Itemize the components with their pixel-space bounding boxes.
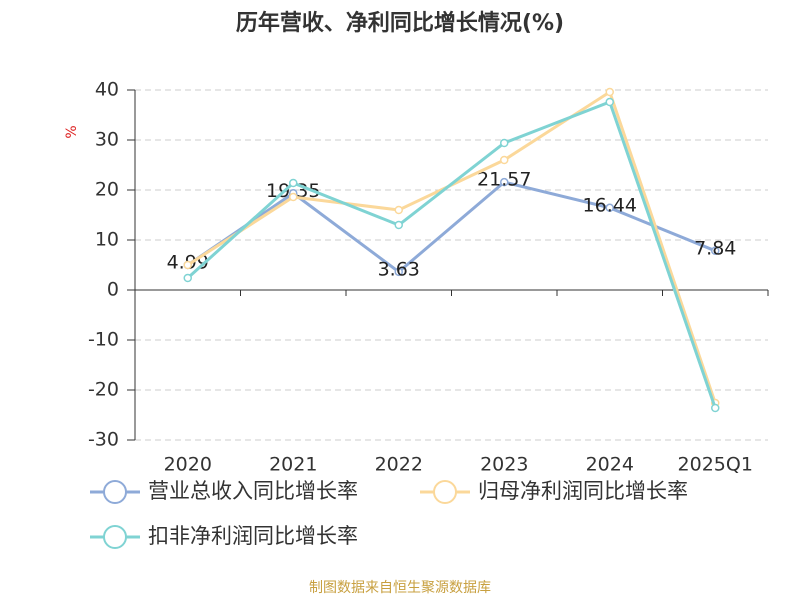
- x-tick-label: 2020: [164, 454, 212, 476]
- data-point: [394, 205, 403, 215]
- x-tick-label: 2024: [586, 454, 634, 476]
- y-tick-label: 0: [107, 279, 119, 301]
- y-tick-label: 30: [95, 129, 119, 151]
- data-point: [500, 177, 509, 187]
- legend-marker: [433, 480, 457, 504]
- data-point: [605, 203, 614, 213]
- data-label: 3.63: [378, 258, 420, 280]
- x-tick-label: 2022: [375, 454, 423, 476]
- data-point: [394, 267, 403, 277]
- y-tick-label: 10: [95, 229, 119, 251]
- series-line: [186, 100, 717, 409]
- data-label: 16.44: [583, 194, 637, 216]
- series-line: [186, 180, 716, 274]
- legend-marker: [103, 525, 127, 549]
- data-point: [500, 138, 509, 148]
- data-point: [183, 273, 192, 283]
- y-tick-label: -20: [88, 379, 119, 401]
- x-tick-label: 2025Q1: [678, 454, 753, 476]
- data-point: [711, 246, 720, 256]
- y-tick-label: 40: [95, 79, 119, 101]
- data-label: 21.57: [477, 169, 531, 191]
- series-line: [186, 89, 717, 404]
- data-point: [605, 97, 614, 107]
- legend-label: 扣非净利润同比增长率: [148, 524, 358, 548]
- data-point: [711, 403, 720, 413]
- source-note: 制图数据来自恒生聚源数据库: [309, 580, 491, 596]
- chart-title: 历年营收、净利同比增长情况(%): [236, 10, 564, 36]
- y-tick-label: -10: [88, 329, 119, 351]
- y-tick-label: 20: [95, 179, 119, 201]
- data-point: [289, 192, 298, 202]
- legend-label: 归母净利润同比增长率: [478, 479, 688, 503]
- data-point: [394, 220, 403, 230]
- data-point: [605, 87, 614, 97]
- x-tick-label: 2023: [480, 454, 528, 476]
- data-label: 7.84: [694, 237, 736, 259]
- data-point: [289, 178, 298, 188]
- data-point: [500, 155, 509, 165]
- legend-marker: [103, 480, 127, 504]
- x-tick-label: 2021: [269, 454, 317, 476]
- data-point: [183, 260, 192, 270]
- y-axis-label: %: [64, 125, 80, 138]
- y-tick-label: -30: [88, 429, 119, 451]
- legend-label: 营业总收入同比增长率: [148, 479, 358, 503]
